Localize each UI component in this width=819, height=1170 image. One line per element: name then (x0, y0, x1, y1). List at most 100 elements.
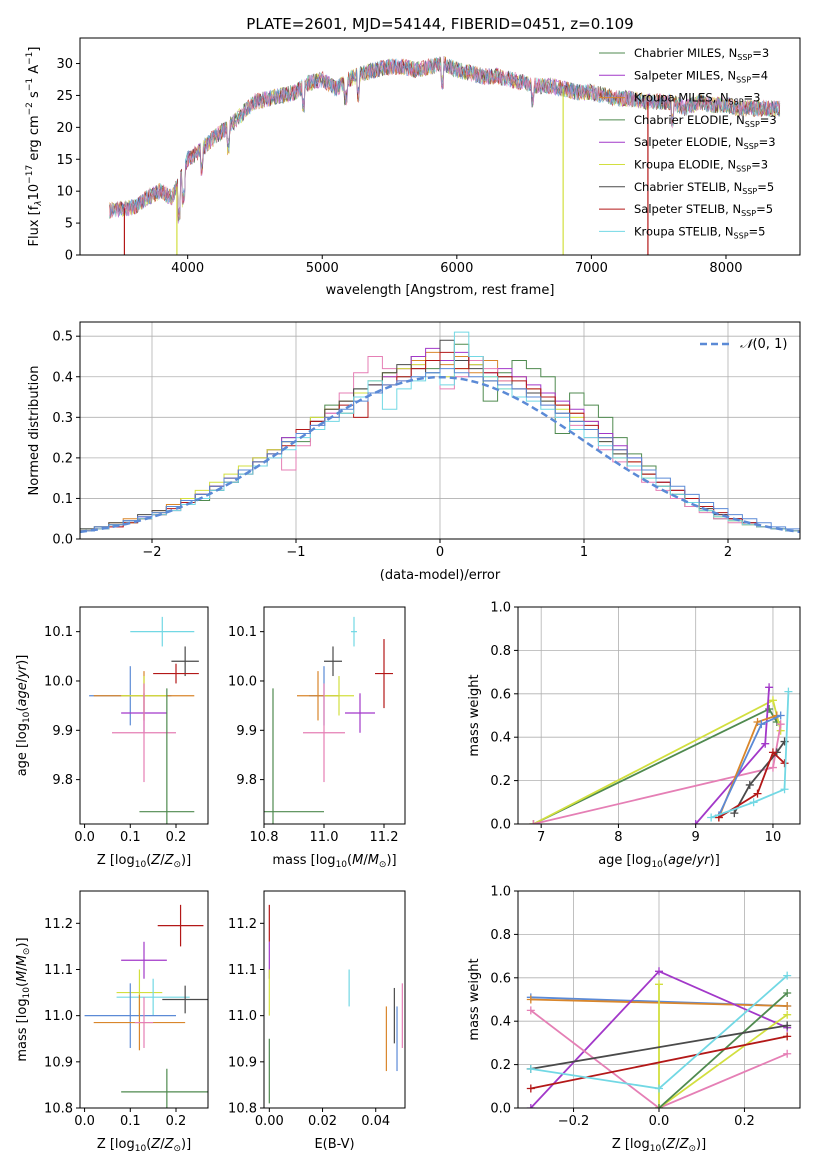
y-tick-label: 5 (65, 217, 73, 232)
weight-marker (526, 1064, 535, 1073)
weight-marker (753, 789, 762, 798)
x-tick-label: 7000 (575, 261, 608, 276)
y-tick-label: 11.2 (44, 917, 73, 932)
y-tick-label: 11.2 (228, 917, 257, 932)
weight-marker (768, 763, 777, 772)
y-tick-label: 9.8 (52, 773, 73, 788)
y-tick-label: 9.9 (236, 724, 257, 739)
x-tick-label: 9 (692, 830, 700, 845)
y-tick-label: 0.2 (490, 1058, 511, 1073)
weight-marker (783, 1021, 792, 1030)
mass-weight-vs-Z-plot-area (526, 967, 792, 1108)
x-tick-label: 6000 (440, 261, 473, 276)
mass-weight-vs-age-frame (517, 606, 801, 825)
spectrum-frame (79, 37, 801, 256)
legend-entry: Kroupa ELODIE, NSSP=3 (634, 158, 768, 174)
weight-marker (691, 820, 700, 824)
x-tick-label: 11.0 (310, 830, 339, 845)
weight-marker (526, 1104, 535, 1108)
weight-line-green (658, 992, 788, 1108)
x-tick-label: 0.02 (308, 1114, 337, 1129)
x-tick-label: 0.00 (255, 1114, 284, 1129)
mass-weight-vs-age-plot-area (529, 683, 793, 824)
y-tick-label: 10.8 (44, 1102, 73, 1117)
weight-marker (783, 971, 792, 980)
legend-entry: Chabrier STELIB, NSSP=5 (634, 180, 774, 196)
weight-line-red (530, 1035, 788, 1090)
x-tick-label: 8000 (709, 261, 742, 276)
weight-marker (783, 1010, 792, 1019)
weight-marker (780, 785, 789, 794)
x-tick-label: 0.2 (734, 1114, 755, 1129)
weight-marker (768, 748, 777, 757)
weight-marker (765, 704, 774, 713)
x-tick-label: 0.2 (166, 830, 187, 845)
y-tick-label: 11.0 (228, 1009, 257, 1024)
y-tick-label: 0.1 (52, 492, 73, 507)
weight-marker (745, 780, 754, 789)
age-vs-Z-axes: 0.0 0.1 0.2 9.8 9.9 10.0 10.1 (44, 616, 199, 845)
weight-line-darkgray (530, 1024, 788, 1070)
y-tick-label: 1.0 (490, 885, 511, 900)
x-tick-label: 8 (614, 830, 622, 845)
x-tick-label: 7 (537, 830, 545, 845)
figure-title: PLATE=2601, MJD=54144, FIBERID=0451, z=0… (246, 15, 633, 33)
x-tick-label: 0.2 (166, 1114, 187, 1129)
age-vs-mass-axes: 10.8 11.0 11.2 9.8 9.9 10.0 10.1 (228, 616, 398, 845)
weight-line-cyan (710, 691, 790, 819)
weight-marker (730, 809, 739, 818)
y-tick-label: 11.0 (44, 1009, 73, 1024)
mass-vs-EBV-frame (263, 890, 406, 1109)
mass-weight-vs-Z-frame (517, 890, 801, 1109)
residuals-legend: 𝒩(0, 1) (700, 337, 787, 352)
y-tick-label: 11.1 (228, 963, 257, 978)
x-tick-label: 0.1 (120, 1114, 141, 1129)
y-tick-label: 30 (56, 57, 73, 72)
residuals-plot-area (80, 331, 800, 539)
x-tick-label: 0.0 (74, 830, 95, 845)
y-tick-label: 0.2 (52, 451, 73, 466)
legend-entry: Kroupa STELIB, NSSP=5 (634, 224, 765, 240)
mass-vs-Z-plot-area (84, 904, 208, 1108)
y-tick-label: 9.8 (236, 773, 257, 788)
weight-marker (776, 711, 785, 720)
y-tick-label: 0.3 (52, 411, 73, 426)
y-tick-label: 10.8 (228, 1102, 257, 1117)
mass-vs-EBV-plot-area (268, 904, 403, 1104)
y-tick-label: 0.5 (52, 330, 73, 345)
mass-vs-EBV-axes: 0.00 0.02 0.04 10.8 10.9 11.0 11.1 11.2 (228, 904, 403, 1129)
weight-marker (526, 1006, 535, 1015)
legend-entry: Salpeter STELIB, NSSP=5 (634, 202, 773, 218)
x-tick-label: 1 (580, 545, 588, 560)
weight-line-darkgray (733, 740, 786, 814)
x-tick-label: 0.0 (649, 1114, 670, 1129)
weight-line-blue (718, 714, 782, 816)
y-tick-label: 10 (56, 185, 73, 200)
weight-marker (776, 720, 785, 729)
spectrum-plot-area (109, 55, 781, 255)
y-tick-label: 10.0 (44, 674, 73, 689)
weight-marker (655, 1104, 663, 1108)
x-tick-label: −2 (142, 545, 161, 560)
y-tick-label: 0.6 (490, 687, 511, 702)
y-tick-label: 25 (56, 89, 73, 104)
y-tick-label: 0.8 (490, 928, 511, 943)
legend-entry: Salpeter ELODIE, NSSP=3 (634, 135, 776, 151)
residuals-x-label: (data-model)/error (380, 568, 501, 583)
weight-marker (783, 1032, 792, 1041)
residuals-axes: −2 −1 0 1 2 0.0 0.1 0.2 0.3 0.4 0.5 (52, 322, 800, 560)
weight-marker (768, 696, 777, 705)
y-tick-label: 10.0 (228, 674, 257, 689)
age-vs-Z-y-label: age [log10(age/yr)] (15, 655, 32, 777)
legend-entry: Kroupa MILES, NSSP=3 (634, 91, 760, 107)
weight-marker (529, 820, 538, 824)
age-vs-mass-x-label: mass [log10(M/M⊙)] (272, 853, 396, 870)
spectrum-line-cyan (109, 57, 781, 222)
x-tick-label: 0.04 (361, 1114, 390, 1129)
spectrum-y-label: Flux [fλ10−17 erg cm−2 s−1 A−1] (25, 47, 44, 247)
residuals-frame (79, 321, 801, 540)
weight-marker (707, 813, 716, 822)
histogram-blue (80, 368, 800, 539)
residuals-y-label: Normed distribution (27, 366, 42, 496)
